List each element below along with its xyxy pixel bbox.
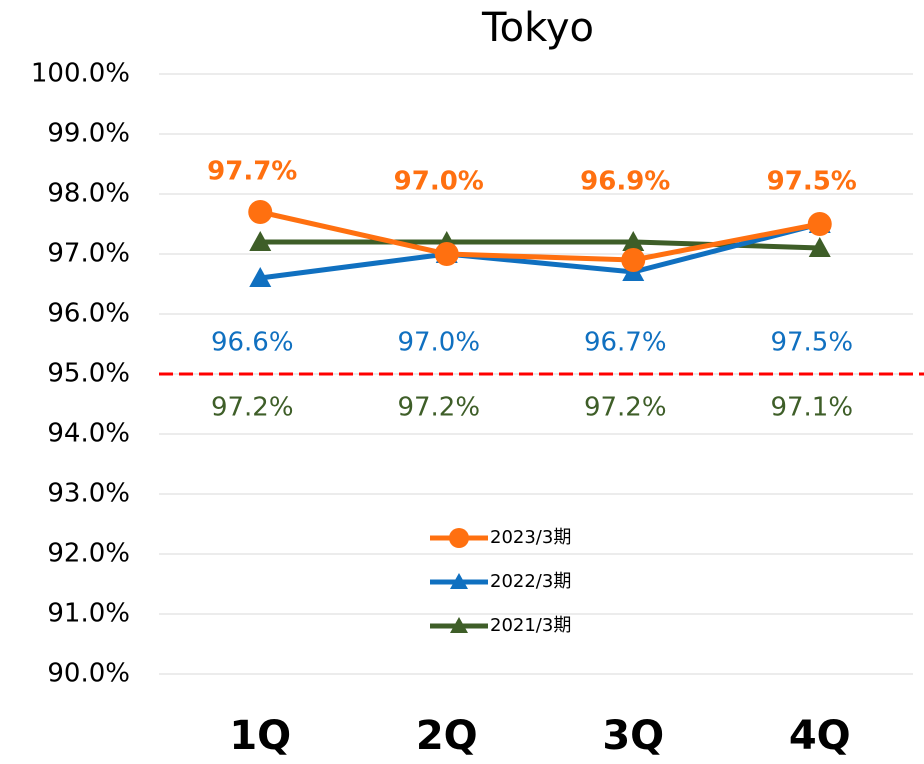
data-point bbox=[248, 200, 273, 224]
data-point bbox=[621, 248, 646, 272]
data-point bbox=[249, 231, 272, 251]
legend-label: 2022/3期 bbox=[490, 571, 571, 592]
data-label: 97.2% bbox=[397, 393, 480, 423]
data-label: 97.5% bbox=[770, 328, 853, 358]
data-point bbox=[807, 212, 832, 236]
data-label: 96.7% bbox=[584, 328, 667, 358]
data-point bbox=[434, 242, 459, 266]
y-tick-label: 97.0% bbox=[47, 239, 130, 269]
y-tick-label: 96.0% bbox=[47, 299, 130, 329]
y-tick-label: 93.0% bbox=[47, 479, 130, 509]
y-tick-label: 100.0% bbox=[31, 59, 130, 89]
data-label: 97.2% bbox=[211, 393, 294, 423]
legend-marker bbox=[450, 617, 468, 633]
data-label: 97.1% bbox=[770, 393, 853, 423]
x-tick-label: 1Q bbox=[229, 713, 291, 759]
data-label: 96.6% bbox=[211, 328, 294, 358]
legend-label: 2021/3期 bbox=[490, 615, 571, 636]
data-point bbox=[622, 231, 645, 251]
chart-title: Tokyo bbox=[481, 5, 594, 51]
y-tick-label: 95.0% bbox=[47, 359, 130, 389]
data-label: 97.0% bbox=[397, 328, 480, 358]
y-tick-label: 90.0% bbox=[47, 659, 130, 689]
data-label: 97.0% bbox=[394, 167, 484, 197]
y-tick-label: 99.0% bbox=[47, 119, 130, 149]
legend-marker bbox=[450, 573, 468, 589]
x-tick-label: 2Q bbox=[416, 713, 478, 759]
legend-marker bbox=[449, 528, 469, 548]
legend-label: 2023/3期 bbox=[490, 527, 571, 548]
x-tick-label: 3Q bbox=[602, 713, 664, 759]
series-line bbox=[259, 209, 821, 263]
y-tick-label: 98.0% bbox=[47, 179, 130, 209]
x-tick-label: 4Q bbox=[789, 713, 851, 759]
data-label: 97.5% bbox=[767, 167, 857, 197]
data-label: 97.7% bbox=[207, 157, 297, 187]
series-line bbox=[259, 221, 821, 281]
y-tick-label: 92.0% bbox=[47, 539, 130, 569]
y-tick-label: 91.0% bbox=[47, 599, 130, 629]
data-point bbox=[808, 237, 831, 257]
data-label: 96.9% bbox=[580, 167, 670, 197]
data-point bbox=[249, 267, 272, 287]
series-line bbox=[260, 239, 820, 251]
data-label: 97.2% bbox=[584, 393, 667, 423]
y-tick-label: 94.0% bbox=[47, 419, 130, 449]
